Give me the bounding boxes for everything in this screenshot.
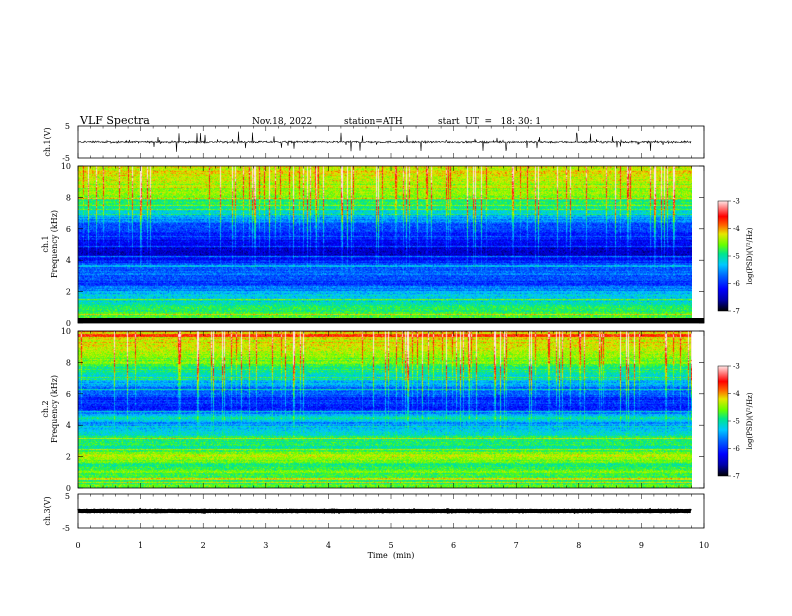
ch1-waveform-ylabel: ch.1(V) <box>43 127 52 156</box>
ch1-colorbar-tick-label: -6 <box>733 280 740 288</box>
time-axis: 0 1 2 3 4 5 6 7 8 9 10 <box>75 126 709 550</box>
ch2-spectrogram-ytick-label: 0 <box>66 484 71 493</box>
ch1-spectrogram-ylabel-frequency: Frequency (kHz) <box>50 210 59 278</box>
ch2-spectrogram-panel: 0 2 4 6 8 10 ch.2 Frequency (kHz) <box>41 327 705 493</box>
ch1-spectrogram-image <box>78 166 692 323</box>
ch3-waveform-line <box>77 507 692 515</box>
ch3-waveform-panel: 5 -5 ch.3(V) <box>43 492 705 533</box>
ch1-ytick-bottom: -5 <box>62 154 70 163</box>
ch2-spectrogram-ytick-label: 8 <box>66 358 71 367</box>
ch1-waveform-line <box>77 131 692 152</box>
time-tick-label: 0 <box>75 541 80 550</box>
ch2-colorbar-gradient <box>717 365 729 477</box>
ch1-ytick-top: 5 <box>65 122 70 131</box>
ch2-colorbar-tick-label: -5 <box>733 418 740 426</box>
date-label: Nov.18, 2022 <box>252 117 312 127</box>
ch1-colorbar-gradient <box>717 200 729 312</box>
ch2-colorbar-ticks: -3 -4 -5 -6 -7 <box>728 363 740 481</box>
time-tick-label: 6 <box>451 541 456 550</box>
ch3-ytick-bottom: -5 <box>62 524 70 533</box>
ch3-ytick-top: 5 <box>65 492 70 501</box>
ch2-spectrogram-ytick-label: 10 <box>61 327 71 336</box>
ch2-spectrogram-ylabel-frequency: Frequency (kHz) <box>50 375 59 443</box>
ch1-colorbar: -3 -4 -5 -6 -7 log(PSD)(V²/Hz) <box>717 198 754 316</box>
start-time-label: start UT = 18: 30: 1 <box>438 117 541 127</box>
ch2-colorbar-tick-label: -3 <box>733 363 740 371</box>
ch1-spectrogram-ytick-label: 0 <box>66 319 71 328</box>
ch2-colorbar-tick-label: -6 <box>733 445 740 453</box>
ch2-spectrogram-ytick-label: 4 <box>66 421 71 430</box>
ch1-spectrogram-ytick-label: 2 <box>66 288 71 297</box>
ch1-colorbar-tick-label: -5 <box>733 253 740 261</box>
time-tick-label: 3 <box>263 541 268 550</box>
time-tick-label: 2 <box>201 541 206 550</box>
ch1-spectrogram-ytick-label: 4 <box>66 256 71 265</box>
time-tick-label: 10 <box>699 541 709 550</box>
time-tick-label: 4 <box>326 541 331 550</box>
ch1-waveform-panel: 5 -5 ch.1(V) <box>43 122 705 163</box>
ch2-spectrogram-yaxis: 0 2 4 6 8 10 <box>61 327 704 493</box>
time-tick-label: 1 <box>138 541 143 550</box>
ch2-colorbar-tick-label: -7 <box>733 473 740 481</box>
ch1-colorbar-tick-label: -7 <box>733 308 740 316</box>
ch1-spectrogram-panel: 0 2 4 6 8 10 ch.1 Frequency (kHz) <box>41 162 705 328</box>
ch1-colorbar-ticks: -3 -4 -5 -6 -7 <box>728 198 740 316</box>
time-tick-label: 5 <box>388 541 393 550</box>
figure-title: VLF Spectra <box>79 114 150 127</box>
ch1-colorbar-tick-label: -3 <box>733 198 740 206</box>
ch2-spectrogram-ytick-label: 2 <box>66 453 71 462</box>
ch1-colorbar-label: log(PSD)(V²/Hz) <box>746 227 754 284</box>
time-tick-label: 9 <box>639 541 644 550</box>
station-label: station=ATH <box>344 117 403 127</box>
ch2-spectrogram-ylabel-channel: ch.2 <box>41 400 50 417</box>
ch1-spectrogram-ylabel-channel: ch.1 <box>41 235 50 252</box>
ch2-colorbar-tick-label: -4 <box>733 390 740 398</box>
time-tick-label: 8 <box>576 541 581 550</box>
ch3-waveform-ylabel: ch.3(V) <box>43 496 52 525</box>
ch2-spectrogram-ytick-label: 6 <box>66 390 71 399</box>
ch2-spectrogram-image <box>78 331 692 488</box>
ch1-spectrogram-ytick-label: 10 <box>61 162 71 171</box>
ch2-colorbar-label: log(PSD)(V²/Hz) <box>746 392 754 449</box>
ch2-colorbar: -3 -4 -5 -6 -7 log(PSD)(V²/Hz) <box>717 363 754 481</box>
ch1-spectrogram-ytick-label: 8 <box>66 193 71 202</box>
time-tick-label: 7 <box>514 541 519 550</box>
ch1-colorbar-tick-label: -4 <box>733 225 740 233</box>
time-axis-label: Time (min) <box>368 551 415 560</box>
ch1-spectrogram-ytick-label: 6 <box>66 225 71 234</box>
